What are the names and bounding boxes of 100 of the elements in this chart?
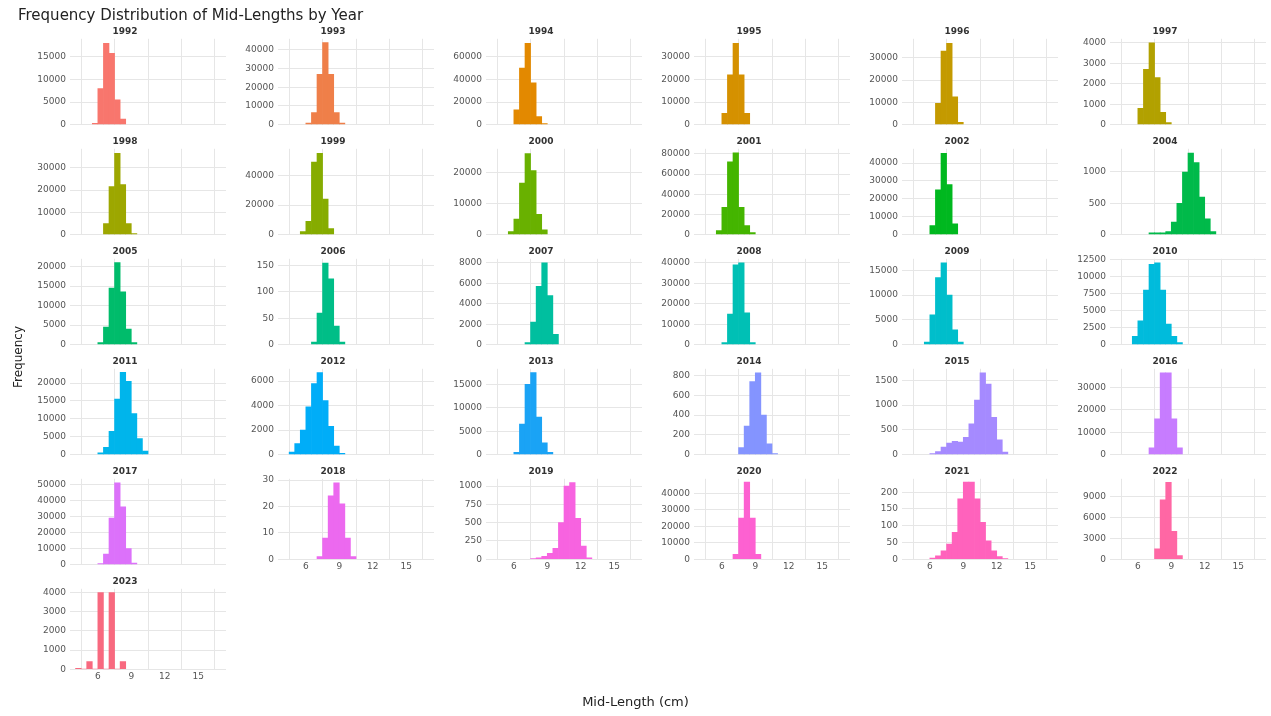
y-tick-label: 30 xyxy=(262,474,275,485)
chart-title: 2007 xyxy=(528,245,554,256)
chart-title: 2015 xyxy=(944,355,970,366)
y-tick-label: 20000 xyxy=(37,260,67,271)
y-tick-label: 0 xyxy=(268,118,275,129)
chart-title: 2009 xyxy=(944,245,970,256)
y-tick-label: 150 xyxy=(256,259,275,270)
y-tick-label: 0 xyxy=(1100,448,1107,459)
chart-title: 1996 xyxy=(944,25,970,36)
y-tick-label: 20 xyxy=(262,500,275,511)
y-tick-label: 10000 xyxy=(37,206,67,217)
y-tick-label: 30000 xyxy=(1077,381,1107,392)
y-tick-label: 10000 xyxy=(1077,426,1107,437)
y-tick-label: 20000 xyxy=(37,526,67,537)
y-tick-label: 5000 xyxy=(875,314,899,325)
y-tick-label: 15000 xyxy=(453,378,483,389)
chart-title: 1994 xyxy=(528,25,554,36)
y-tick-label: 0 xyxy=(684,448,691,459)
y-tick-label: 30000 xyxy=(661,504,691,515)
y-tick-label: 30000 xyxy=(661,277,691,288)
y-tick-label: 30000 xyxy=(661,51,691,62)
y-tick-label: 100 xyxy=(256,286,275,297)
chart-title: 1993 xyxy=(320,25,346,36)
y-tick-label: 20000 xyxy=(245,81,275,92)
y-tick-label: 2000 xyxy=(251,424,275,435)
y-tick-label: 60000 xyxy=(661,168,691,179)
y-tick-label: 6000 xyxy=(251,375,275,386)
x-tick-label: 12 xyxy=(574,560,587,571)
chart-title: 2020 xyxy=(736,465,762,476)
y-tick-label: 1000 xyxy=(459,480,483,491)
y-tick-label: 10 xyxy=(262,527,275,538)
chart-title: 2012 xyxy=(320,355,346,366)
y-tick-label: 0 xyxy=(268,448,275,459)
y-tick-label: 40000 xyxy=(453,73,483,84)
y-tick-label: 10000 xyxy=(869,96,899,107)
x-tick-label: 6 xyxy=(718,560,725,571)
y-tick-label: 40000 xyxy=(661,487,691,498)
x-tick-label: 15 xyxy=(1232,560,1244,571)
y-tick-label: 0 xyxy=(476,553,483,564)
y-tick-label: 60000 xyxy=(453,51,483,62)
y-tick-label: 10000 xyxy=(661,537,691,548)
y-tick-label: 10000 xyxy=(245,100,275,111)
y-tick-label: 0 xyxy=(476,228,483,239)
y-tick-label: 0 xyxy=(892,228,899,239)
y-tick-label: 30000 xyxy=(869,52,899,63)
x-tick-label: 12 xyxy=(1198,560,1211,571)
y-tick-label: 30000 xyxy=(37,510,67,521)
y-tick-label: 40000 xyxy=(869,157,899,168)
y-tick-label: 40000 xyxy=(245,44,275,55)
y-tick-label: 12500 xyxy=(1077,253,1107,264)
y-tick-label: 5000 xyxy=(1083,304,1107,315)
chart-title: 1992 xyxy=(112,25,138,36)
y-tick-label: 200 xyxy=(672,429,691,440)
y-tick-label: 50000 xyxy=(37,478,67,489)
text: Mid-Length (cm) xyxy=(581,694,690,709)
y-tick-label: 20000 xyxy=(453,96,483,107)
chart-title: 1995 xyxy=(736,25,762,36)
y-tick-label: 20000 xyxy=(661,73,691,84)
chart-title: 2004 xyxy=(1152,135,1178,146)
y-tick-label: 0 xyxy=(60,338,67,349)
y-tick-label: 250 xyxy=(464,535,483,546)
y-tick-label: 0 xyxy=(268,553,275,564)
x-tick-label: 15 xyxy=(608,560,620,571)
chart-title: 2006 xyxy=(320,245,346,256)
y-tick-label: 4000 xyxy=(1083,37,1107,48)
chart-title: 1999 xyxy=(320,135,346,146)
x-tick-label: 6 xyxy=(94,670,101,681)
y-tick-label: 40000 xyxy=(661,257,691,268)
y-tick-label: 500 xyxy=(464,517,483,527)
x-tick-label: 15 xyxy=(400,560,412,571)
x-tick-label: 6 xyxy=(302,560,309,571)
y-tick-label: 10000 xyxy=(453,402,483,413)
x-tick-label: 6 xyxy=(926,560,933,571)
y-tick-label: 8000 xyxy=(459,257,483,268)
chart-title: 2013 xyxy=(528,355,554,366)
y-tick-label: 80000 xyxy=(661,148,691,159)
y-tick-label: 10000 xyxy=(1077,270,1107,281)
y-tick-label: 15000 xyxy=(37,280,67,291)
chart-title: 2008 xyxy=(736,245,762,256)
y-tick-label: 0 xyxy=(892,338,899,349)
y-tick-label: 9000 xyxy=(1083,490,1107,501)
y-tick-label: 20000 xyxy=(245,199,275,210)
x-tick-label: 12 xyxy=(782,560,795,571)
chart-title: 2001 xyxy=(736,135,762,146)
chart-title: 1998 xyxy=(112,135,138,146)
x-tick-label: 6 xyxy=(1134,560,1141,571)
y-tick-label: 0 xyxy=(268,228,275,239)
y-tick-label: 10000 xyxy=(37,73,67,84)
y-tick-label: 20000 xyxy=(869,193,899,204)
y-tick-label: 10000 xyxy=(661,96,691,107)
y-tick-label: 4000 xyxy=(43,586,67,597)
y-tick-label: 0 xyxy=(892,553,899,564)
x-tick-label: 9 xyxy=(544,560,551,571)
y-tick-label: 0 xyxy=(1100,118,1107,129)
y-tick-label: 20000 xyxy=(661,520,691,531)
y-tick-label: 5000 xyxy=(43,319,67,330)
y-tick-label: 3000 xyxy=(1083,532,1107,543)
y-tick-label: 0 xyxy=(684,553,691,564)
y-tick-label: 100 xyxy=(880,520,899,531)
y-tick-label: 600 xyxy=(672,389,691,400)
